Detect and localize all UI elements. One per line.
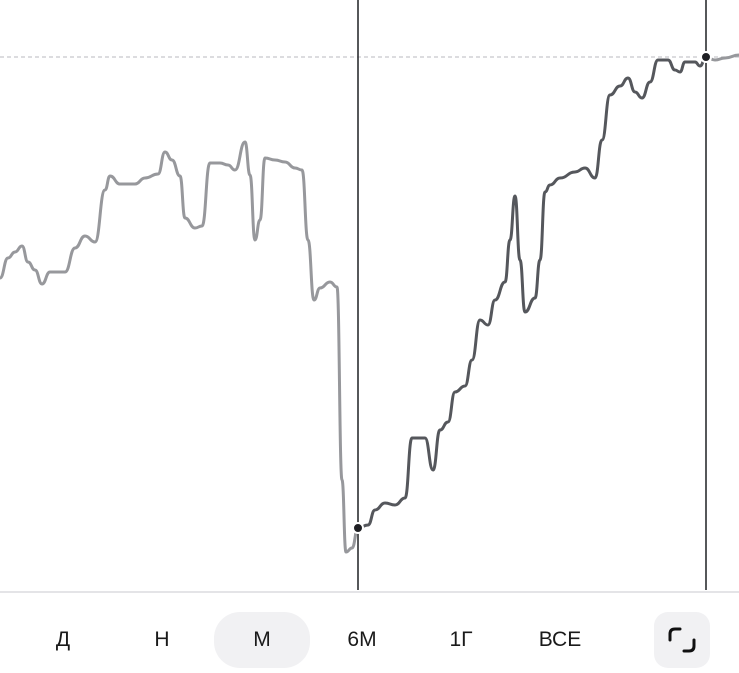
expand-glyph	[668, 627, 696, 653]
period-tab[interactable]: Н	[154, 628, 170, 651]
period-tabs: Д Н М 6М 1Г ВСЕ	[0, 593, 739, 670]
period-tab[interactable]: М	[214, 612, 310, 668]
selection-dot	[700, 51, 712, 63]
price-line-selected	[357, 55, 707, 530]
period-tab[interactable]: ВСЕ	[538, 628, 582, 651]
period-tab[interactable]: 1Г	[449, 628, 473, 651]
price-line-before	[0, 140, 360, 554]
expand-button[interactable]	[654, 612, 710, 668]
selection-dot	[352, 522, 364, 534]
chart	[0, 0, 739, 593]
period-tab[interactable]: Д	[55, 628, 71, 651]
expand-icon	[668, 627, 696, 653]
period-tab[interactable]: 6М	[347, 628, 377, 651]
